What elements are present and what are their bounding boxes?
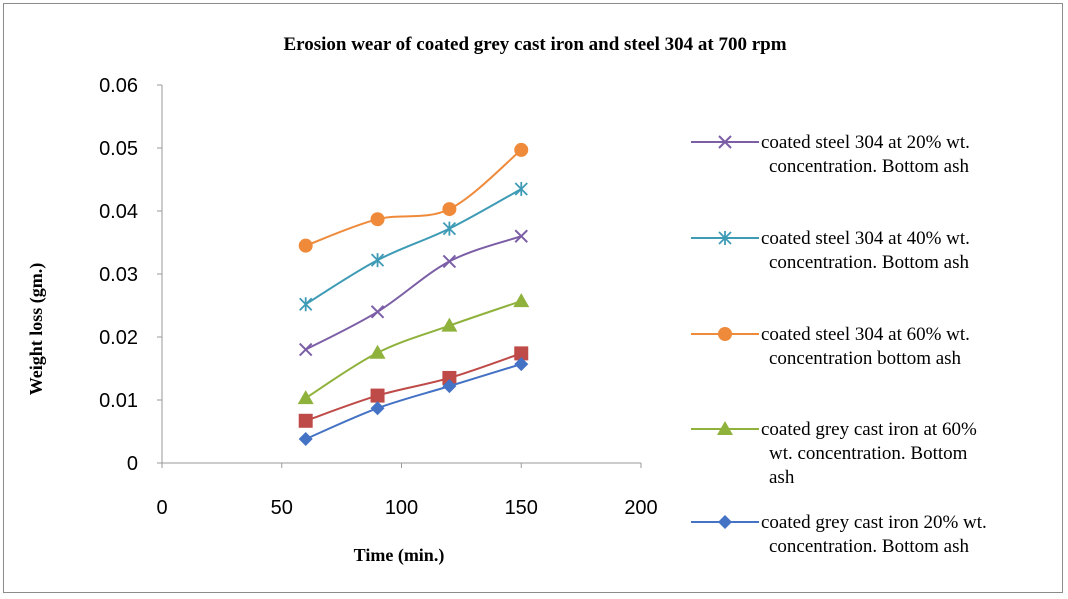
legend-marker bbox=[717, 421, 733, 435]
series-line bbox=[305, 235, 522, 351]
y-axis-title: Weight loss (gm.) bbox=[26, 263, 47, 396]
series-line bbox=[305, 352, 522, 422]
chart-title: Erosion wear of coated grey cast iron an… bbox=[283, 34, 786, 55]
legend-item: coated grey cast iron at 60% wt. concentr… bbox=[691, 419, 977, 488]
legend-label: concentration. Bottom ash bbox=[769, 536, 969, 557]
x-tick-label: 50 bbox=[271, 497, 293, 519]
x-tick-label: 200 bbox=[624, 497, 657, 519]
y-tick-label: 0.06 bbox=[99, 75, 138, 97]
legend-label: wt. concentration. Bottom bbox=[769, 443, 968, 464]
legend-marker bbox=[718, 327, 732, 341]
legend-label: coated steel 304 at 20% wt. bbox=[761, 132, 970, 153]
data-point bbox=[370, 401, 385, 416]
legend-label: concentration bottom ash bbox=[769, 348, 962, 369]
x-tick-label: 0 bbox=[156, 497, 167, 519]
data-point bbox=[514, 346, 529, 361]
series-line bbox=[305, 300, 522, 399]
series-3 bbox=[298, 142, 529, 253]
y-tick-label: 0.02 bbox=[99, 327, 138, 349]
data-point bbox=[441, 317, 458, 332]
data-point bbox=[514, 229, 528, 243]
legend-label: coated steel 304 at 60% wt. bbox=[761, 324, 970, 345]
legend-label: concentration. Bottom ash bbox=[769, 252, 969, 273]
y-tick-label: 0.04 bbox=[99, 201, 138, 223]
y-tick-label: 0.01 bbox=[99, 390, 138, 412]
x-tick-label: 100 bbox=[385, 497, 418, 519]
data-point bbox=[299, 297, 313, 312]
legend-item: coated steel 304 at 60% wt. concentration… bbox=[691, 324, 970, 369]
data-point bbox=[442, 221, 457, 236]
data-point bbox=[442, 370, 457, 385]
legend-marker bbox=[718, 231, 732, 245]
legend-marker bbox=[718, 135, 732, 149]
legend-item: coated grey cast iron 20% wt. concentrati… bbox=[691, 512, 987, 557]
data-point bbox=[298, 238, 313, 253]
series-6 bbox=[298, 357, 529, 447]
chart-frame: Erosion wear of coated grey cast iron an… bbox=[3, 3, 1063, 593]
legend-item: coated steel 304 at 20% wt. concentration… bbox=[691, 132, 970, 177]
y-tick-label: 0.05 bbox=[99, 138, 138, 160]
legend-label: coated grey cast iron 20% wt. bbox=[761, 512, 987, 533]
data-point bbox=[298, 413, 313, 428]
legend-label: coated steel 304 at 40% wt. bbox=[761, 228, 970, 249]
y-tick-label: 0 bbox=[127, 453, 138, 475]
legend-label: ash bbox=[769, 467, 795, 488]
data-point bbox=[298, 432, 313, 447]
data-point bbox=[442, 379, 457, 394]
series-2 bbox=[299, 181, 528, 312]
data-point bbox=[297, 390, 314, 405]
series-line bbox=[305, 363, 522, 440]
data-point bbox=[442, 254, 457, 269]
data-point bbox=[513, 293, 530, 308]
data-point bbox=[369, 344, 386, 359]
series-line bbox=[305, 188, 522, 306]
data-point bbox=[370, 305, 385, 319]
data-point bbox=[514, 181, 528, 196]
legend-label: coated grey cast iron at 60% bbox=[761, 419, 977, 440]
data-point bbox=[298, 342, 313, 357]
series-4 bbox=[297, 293, 530, 405]
data-point bbox=[370, 212, 385, 227]
data-point bbox=[514, 142, 529, 157]
series-5 bbox=[298, 346, 529, 428]
data-point bbox=[442, 202, 457, 217]
x-tick-label: 150 bbox=[505, 497, 538, 519]
series-line bbox=[305, 149, 522, 247]
x-axis-title: Time (min.) bbox=[354, 545, 445, 566]
data-point bbox=[514, 357, 529, 372]
legend-label: concentration. Bottom ash bbox=[769, 156, 969, 177]
y-tick-label: 0.03 bbox=[99, 264, 138, 286]
data-point bbox=[370, 253, 385, 268]
data-point bbox=[370, 388, 385, 403]
legend-item: coated steel 304 at 40% wt. concentration… bbox=[691, 228, 970, 273]
erosion-wear-chart: Erosion wear of coated grey cast iron an… bbox=[26, 34, 987, 566]
legend-marker bbox=[718, 515, 732, 529]
series-1 bbox=[298, 229, 528, 357]
